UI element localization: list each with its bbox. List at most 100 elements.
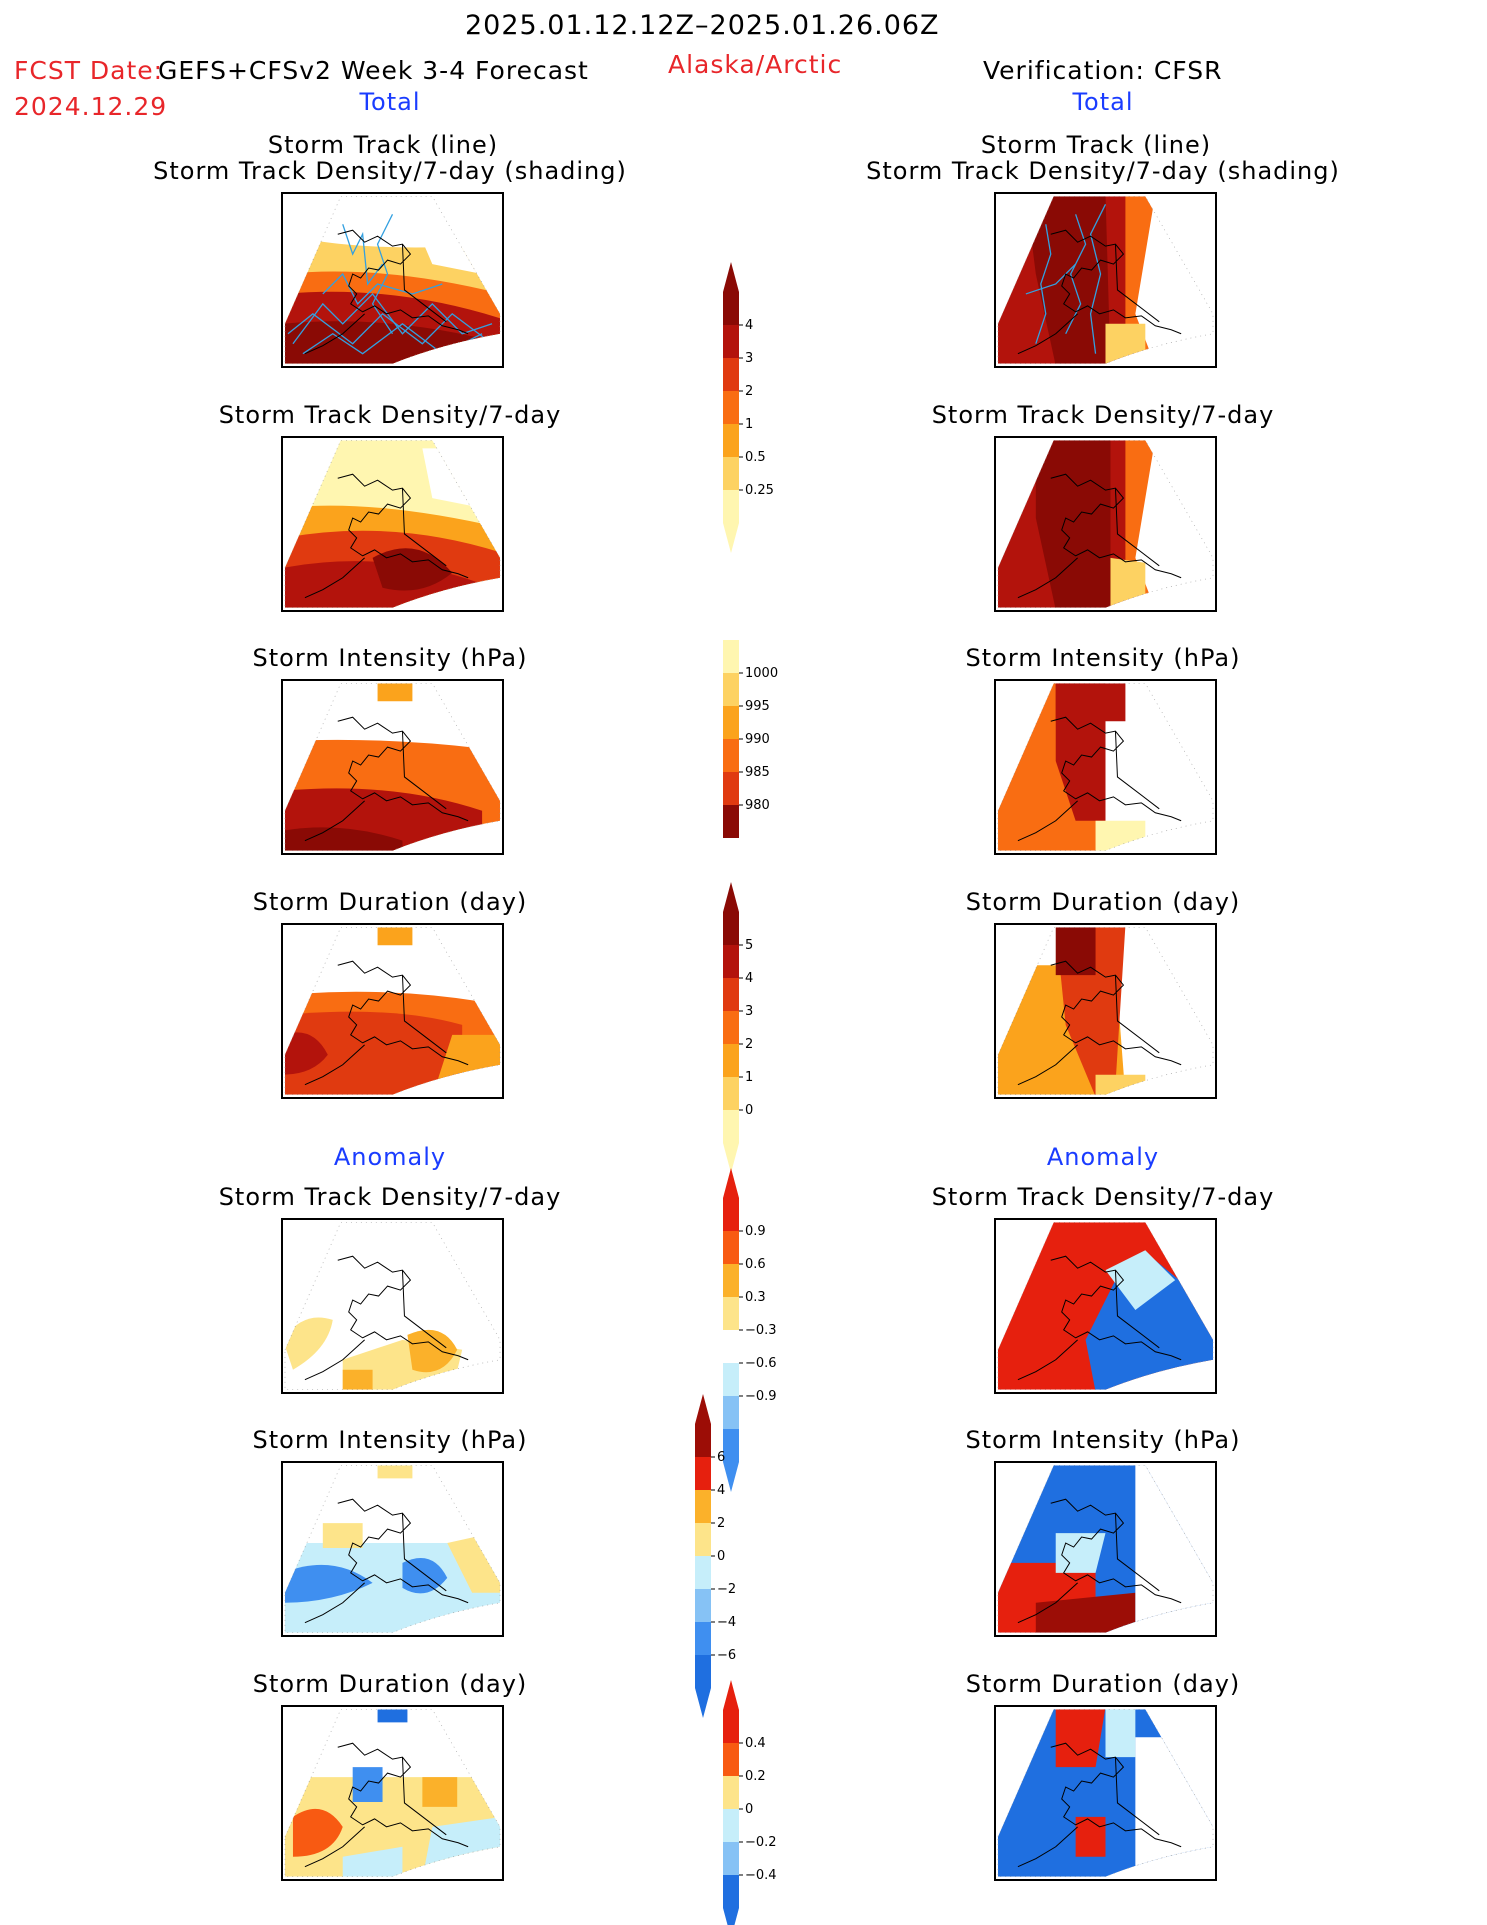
title-anom-intensity-left: Storm Intensity (hPa)	[252, 1426, 528, 1454]
shading-region	[1085, 1260, 1214, 1390]
shading-region	[1095, 820, 1146, 851]
colorbar-arrow-top	[723, 882, 739, 912]
shading-region	[284, 827, 403, 851]
colorbar-tick-label: 980	[745, 798, 770, 813]
colorbar-tick-label: 5	[745, 938, 753, 953]
colorbar-tick-label: 4	[745, 318, 753, 333]
shading-region	[1105, 323, 1146, 364]
coastline	[1017, 960, 1182, 1086]
shading-region	[284, 1032, 328, 1075]
shading-region	[284, 1543, 501, 1633]
map-forecast-duration-anom	[281, 1705, 504, 1881]
shading-region	[1055, 1709, 1106, 1768]
coastline	[304, 1255, 469, 1381]
title-anom-density-left: Storm Track Density/7-day	[218, 1183, 562, 1211]
model-title: GEFS+CFSv2 Week 3-4 Forecast	[158, 56, 589, 85]
map-forecast-track	[281, 192, 504, 368]
colorbar-tick-label: 2	[745, 1037, 753, 1052]
map-forecast-track-svg	[284, 196, 501, 364]
shading-region	[1095, 1074, 1146, 1095]
colorbar-segment	[723, 1429, 739, 1462]
map-forecast-intensity	[281, 679, 504, 855]
colorbar-duration-anom: 0.4 0.2 0 −0.2 −0.4	[718, 1680, 798, 1925]
shading-region	[407, 1329, 458, 1373]
colorbar-segment	[723, 1231, 739, 1264]
colorbar-arrow-top	[695, 1394, 711, 1424]
colorbar-tick-label: 0	[745, 1802, 753, 1817]
colorbar-segment	[723, 1710, 739, 1743]
section-anomaly-left: Anomaly	[333, 1143, 447, 1171]
fcst-date-label: FCST Date:	[14, 56, 164, 85]
shading-region	[1105, 1709, 1136, 1758]
colorbar-tick-label: 1	[745, 1070, 753, 1085]
storm-track-line	[1025, 263, 1077, 295]
title-track-density-right: Storm Track Density/7-day	[931, 401, 1275, 429]
colorbar-segment	[723, 772, 739, 805]
title-intensity-left: Storm Intensity (hPa)	[252, 644, 528, 672]
colorbar-density-total: 4 3 2 1 0.5 0.25	[718, 262, 798, 553]
colorbar-segment	[723, 1875, 739, 1908]
coastline	[304, 716, 469, 842]
shading-region	[1055, 683, 1126, 722]
colorbar-tick-label: 0	[717, 1549, 725, 1564]
colorbar-segment	[723, 292, 739, 325]
colorbar-segment	[695, 1424, 711, 1457]
colorbar-segment	[723, 805, 739, 838]
title-duration-right: Storm Duration (day)	[965, 888, 1241, 916]
map-verif-duration-anom	[994, 1705, 1217, 1881]
coastline	[304, 473, 469, 599]
coastline	[1017, 716, 1182, 842]
title-anom-duration-right: Storm Duration (day)	[965, 1670, 1241, 1698]
coastline	[304, 229, 469, 355]
colorbar-segment	[723, 673, 739, 706]
map-verif-density	[994, 436, 1217, 612]
colorbar-tick-label: 990	[745, 732, 770, 747]
colorbar-tick-label: 1	[745, 417, 753, 432]
title-anom-density-right: Storm Track Density/7-day	[931, 1183, 1275, 1211]
colorbar-tick-label: −6	[717, 1648, 736, 1663]
shading-region	[342, 1369, 373, 1390]
colorbar-tick-label: −0.6	[745, 1356, 777, 1371]
colorbar-tick-label: 0.9	[745, 1224, 766, 1239]
colorbar-arrow-top	[723, 1168, 739, 1198]
colorbar-segment	[695, 1655, 711, 1688]
colorbar-tick-label: 3	[745, 351, 753, 366]
storm-track-line	[371, 214, 394, 335]
shading-region	[377, 1709, 408, 1723]
storm-track-line	[1065, 214, 1087, 335]
colorbar-segment	[723, 1198, 739, 1231]
colorbar-arrow-top	[723, 262, 739, 292]
colorbar-segment	[695, 1622, 711, 1655]
fcst-date: 2024.12.29	[14, 92, 168, 121]
shading-region	[284, 1564, 373, 1603]
colorbar-tick-label: 0.25	[745, 483, 774, 498]
shading-region	[1055, 1533, 1106, 1573]
colorbar-segment	[695, 1457, 711, 1490]
colorbar-segment	[695, 1523, 711, 1556]
shading-region	[1055, 927, 1096, 976]
colorbar-segment	[723, 1264, 739, 1297]
map-verif-track	[994, 192, 1217, 368]
shading-region	[1035, 1592, 1136, 1633]
colorbar-tick-label: −0.9	[745, 1389, 777, 1404]
section-total-left: Total	[359, 88, 421, 116]
storm-track-line	[1035, 224, 1052, 344]
verification-title: Verification: CFSR	[983, 56, 1223, 85]
colorbar-segment	[723, 912, 739, 945]
coastline	[1017, 473, 1182, 599]
colorbar-segment	[723, 1077, 739, 1110]
colorbar-segment	[723, 424, 739, 457]
shading-region	[352, 1767, 383, 1802]
title-track-line-left: Storm Track (line)	[267, 131, 499, 159]
coastline	[1017, 1742, 1182, 1868]
colorbar-segment	[723, 325, 739, 358]
coastline	[304, 1742, 469, 1868]
colorbar-segment	[695, 1556, 711, 1589]
map-verif-intensity	[994, 679, 1217, 855]
colorbar-tick-label: −0.4	[745, 1868, 777, 1883]
shading-region	[377, 683, 413, 702]
shading-region	[1135, 1737, 1214, 1877]
colorbar-segment	[723, 1044, 739, 1077]
title-track-density-shading-left: Storm Track Density/7-day (shading)	[153, 157, 627, 185]
colorbar-tick-label: 995	[745, 699, 770, 714]
